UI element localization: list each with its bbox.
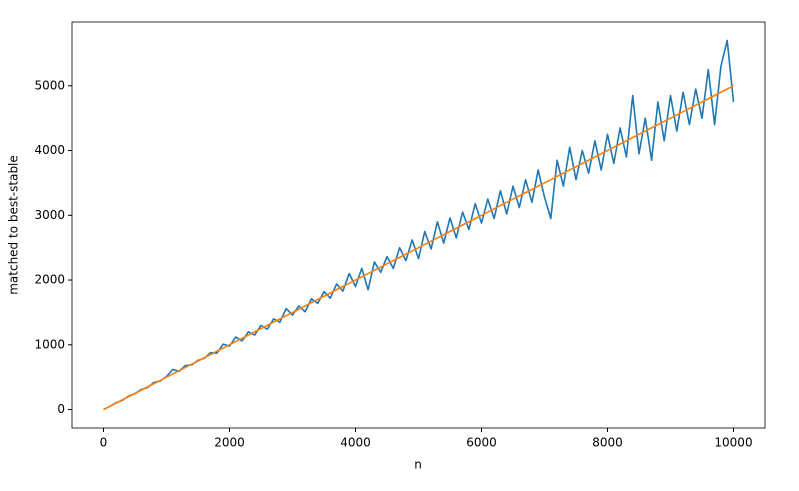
- x-tick-label: 8000: [592, 436, 623, 450]
- y-tick-label: 0: [57, 402, 65, 416]
- x-axis-label: n: [414, 458, 422, 472]
- x-tick-label: 10000: [714, 436, 752, 450]
- x-tick-label: 0: [100, 436, 108, 450]
- y-tick-label: 4000: [34, 143, 65, 157]
- y-axis-label: matched to best-stable: [7, 155, 21, 295]
- plot-frame: [71, 21, 766, 429]
- y-tick-label: 2000: [34, 273, 65, 287]
- y-tick-label: 3000: [34, 208, 65, 222]
- x-tick-label: 4000: [340, 436, 371, 450]
- data-line: [103, 85, 734, 411]
- y-tick-label: 1000: [34, 337, 65, 351]
- data-line: [103, 39, 735, 411]
- y-tick-label: 5000: [34, 78, 65, 92]
- x-tick-label: 6000: [466, 436, 497, 450]
- x-tick-label: 2000: [214, 436, 245, 450]
